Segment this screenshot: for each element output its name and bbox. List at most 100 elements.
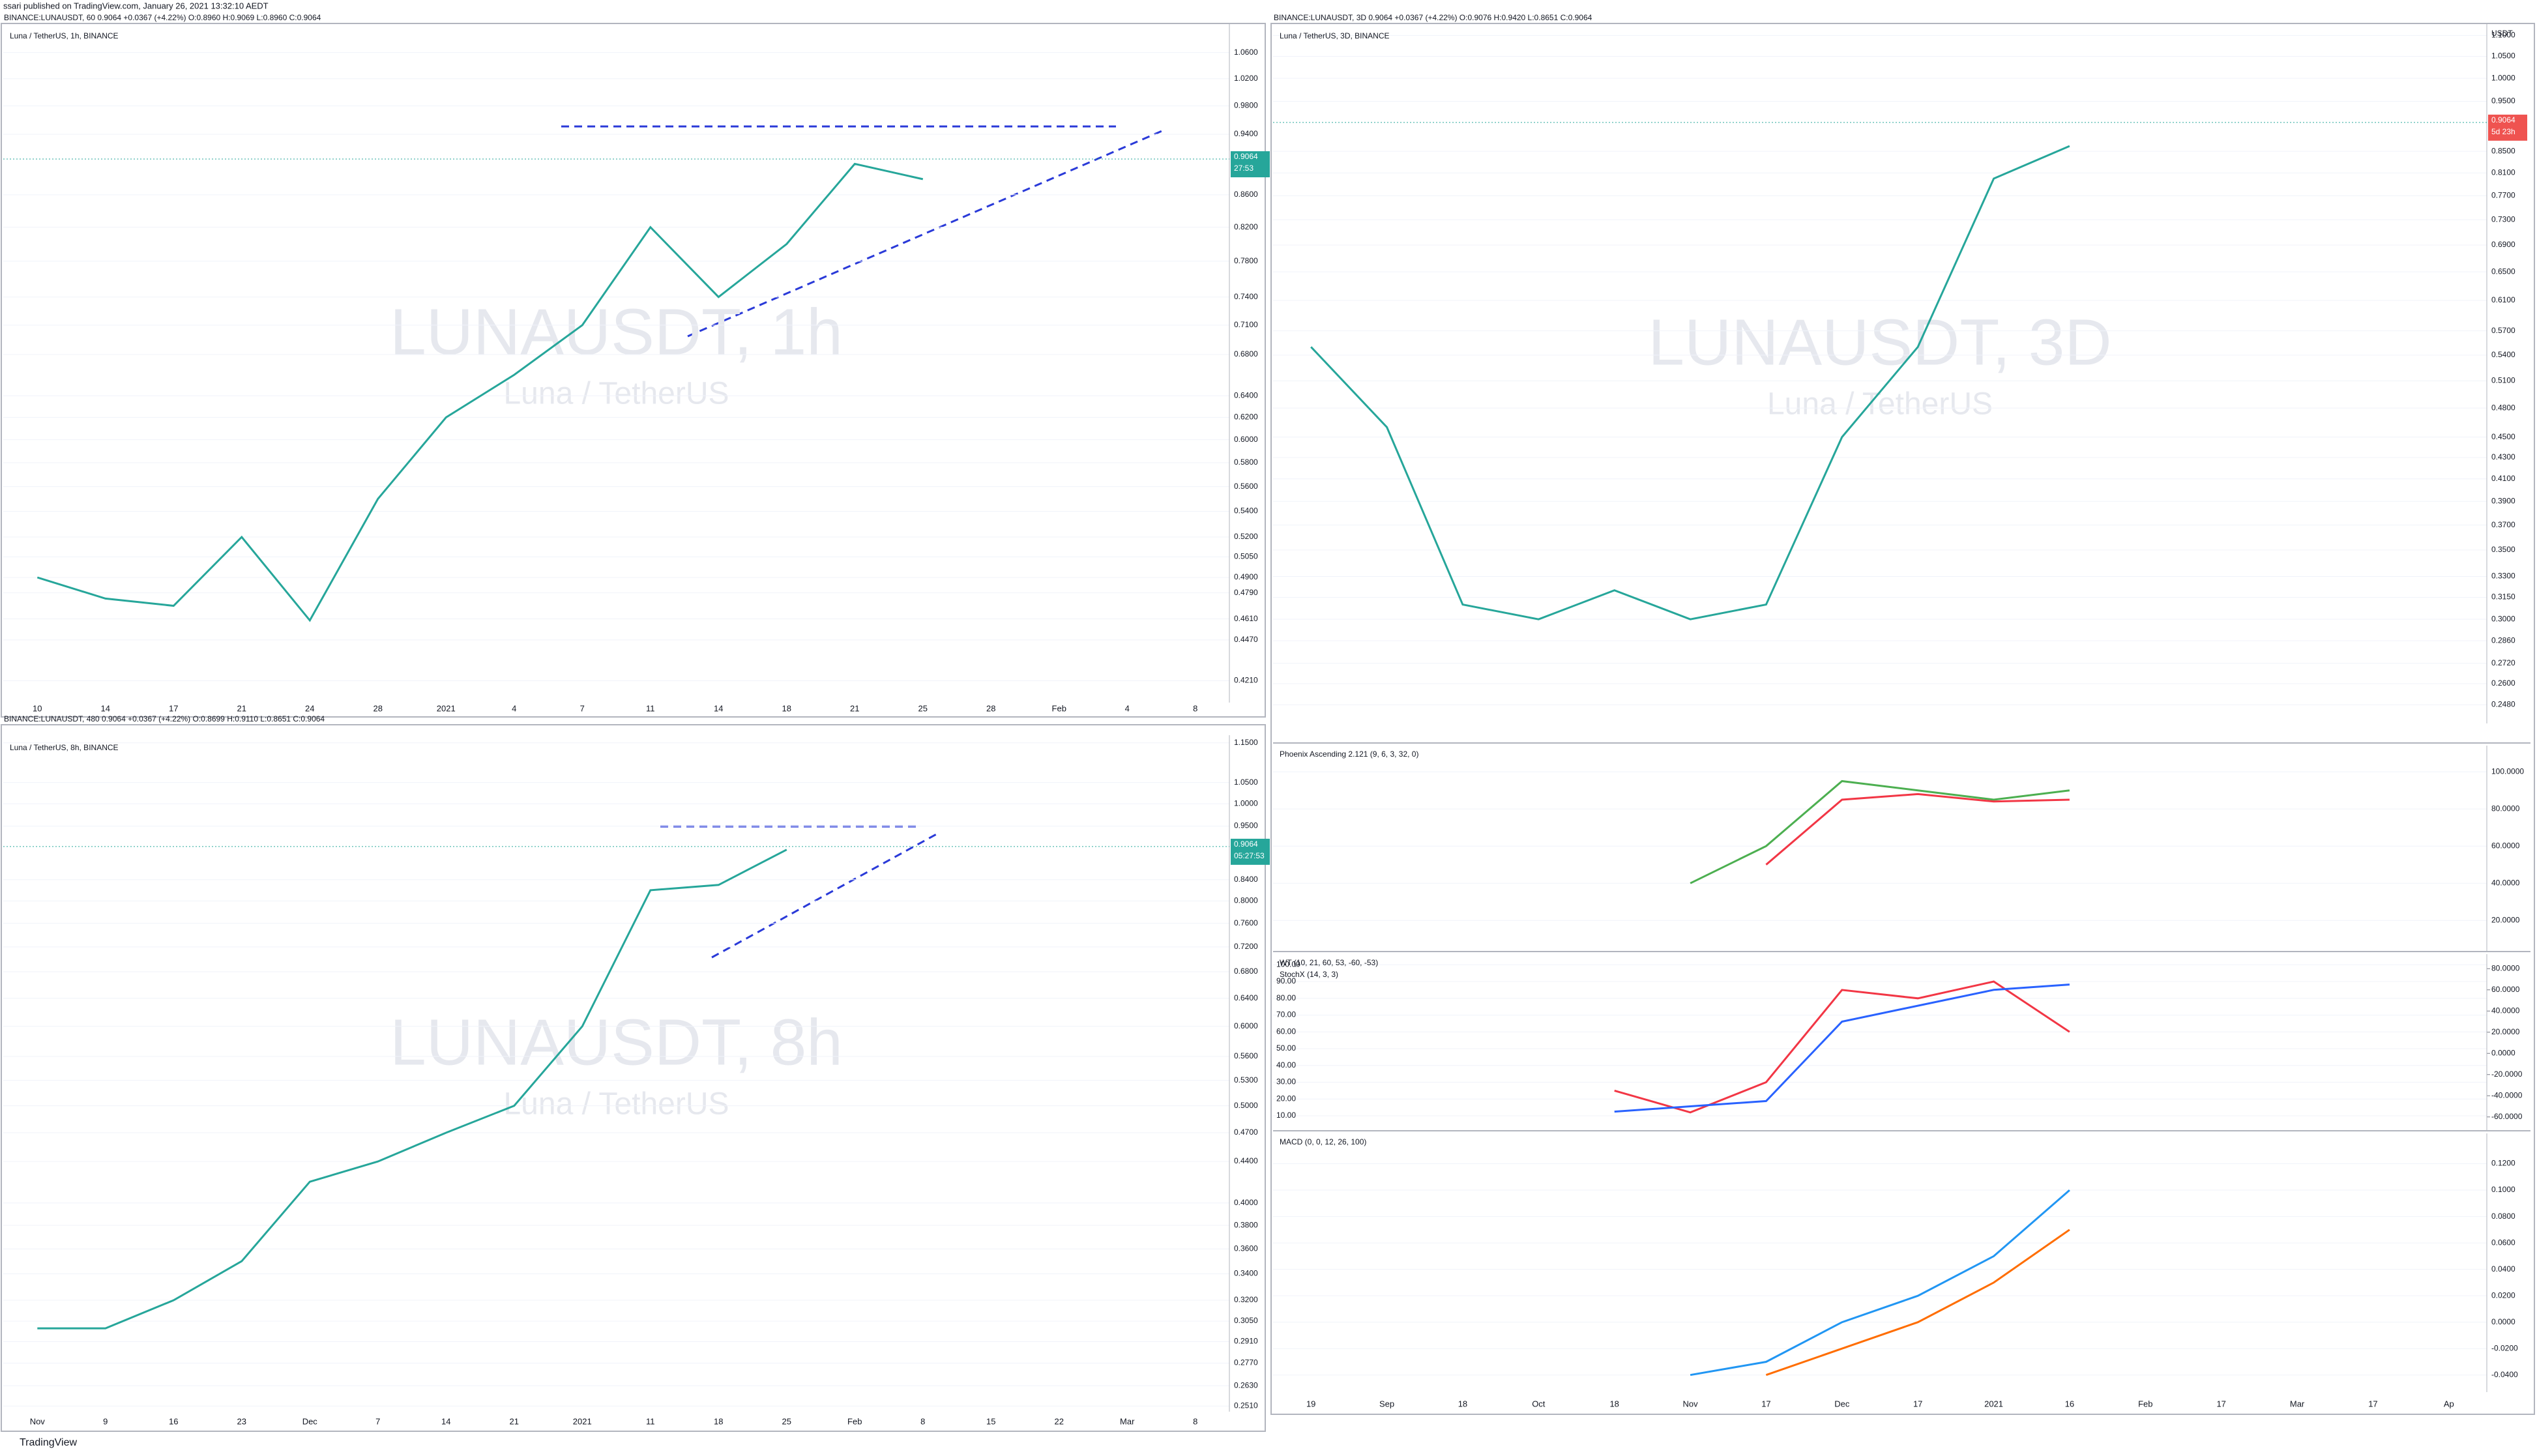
x-tick-label: 10 [33,703,42,713]
y-tick-label: 0.6000 [1234,1021,1258,1030]
price-label-bg [2488,114,2527,141]
y-tick-label: 0.3150 [2491,592,2515,602]
x-tick-label: 18 [714,1416,723,1426]
y-tick-label: 1.0500 [1234,778,1258,787]
x-tick-label: 11 [646,703,655,713]
y-tick-label: 0.2860 [2491,635,2515,645]
y-tick-label: 0.4210 [1234,676,1258,685]
watermark-sub: Luna / TetherUS [503,377,729,411]
y2-tick-label: 80.0000 [2491,963,2520,972]
y-tick-label: 0.8500 [2491,146,2515,155]
y-tick-label: 0.3700 [2491,520,2515,529]
y-tick-label: 0.5600 [1234,1051,1258,1060]
x-tick-label: 22 [1055,1416,1064,1426]
y-tick-label: 0.7300 [2491,214,2515,224]
countdown: 5d 23h [2491,127,2515,136]
y-tick-label: 0.2910 [1234,1337,1258,1346]
y-tick-label: 0.9500 [1234,821,1258,830]
price-label-bg [1231,151,1270,178]
y-tick-label: 0.4610 [1234,614,1258,623]
panel-title: Luna / TetherUS, 8h, BINANCE [10,743,119,752]
y-tick-label: 0.4800 [2491,403,2515,412]
x-tick-label: 11 [646,1416,655,1426]
y-tick-label: 0.2770 [1234,1358,1258,1367]
y-tick-label: 1.0000 [2491,73,2515,82]
y2-tick-label: 0.0000 [2491,1048,2515,1057]
y-tick-label: 0.5050 [1234,552,1258,561]
x-tick-label: 16 [2065,1399,2074,1408]
series-line [1765,793,2070,866]
y-tick-label: 0.3000 [2491,614,2515,623]
series-line [37,162,924,622]
y-tick-label: 0.6900 [2491,240,2515,249]
brand: TradingView [20,1437,77,1448]
x-tick-label: 25 [918,703,928,713]
x-tick-label: 4 [1125,703,1130,713]
price-label-bg [1231,838,1270,865]
y-tick-label: 10.00 [1276,1111,1296,1120]
y-tick-label: 0.0600 [2491,1238,2515,1247]
x-tick-label: 14 [441,1416,450,1426]
x-tick-label: 2021 [1984,1399,2003,1408]
y-tick-label: 0.5800 [1234,458,1258,467]
x-tick-label: Sep [1379,1399,1394,1408]
y-tick-label: 0.6800 [1234,349,1258,358]
countdown: 05:27:53 [1234,851,1265,860]
y2-tick-label: 20.0000 [2491,1027,2520,1036]
axis-unit: USDT [2491,29,2513,38]
watermark-sub: Luna / TetherUS [503,1087,729,1122]
y-tick-label: -0.0400 [2491,1370,2518,1379]
y-tick-label: 0.5700 [2491,326,2515,335]
support-line [687,128,1166,338]
last-price-label: 0.9064 [1234,152,1258,161]
x-tick-label: 8 [1193,703,1197,713]
x-tick-label: 21 [850,703,859,713]
panel-title: MACD (0, 0, 12, 26, 100) [1280,1137,1366,1146]
y-tick-label: 0.6000 [1234,435,1258,444]
watermark: LUNAUSDT, 3D [1648,306,2111,379]
x-tick-label: Feb [847,1416,862,1426]
watermark: LUNAUSDT, 8h [390,1006,843,1079]
panel-title: Luna / TetherUS, 3D, BINANCE [1280,31,1390,40]
y-tick-label: 0.5200 [1234,532,1258,541]
y-tick-label: 80.00 [1276,993,1296,1002]
x-tick-label: 8 [920,1416,925,1426]
series-line [1765,1229,2070,1376]
panel-title: Phoenix Ascending 2.121 (9, 6, 3, 32, 0) [1280,750,1418,759]
y-tick-label: 60.00 [1276,1026,1296,1036]
y-tick-label: 0.5600 [1234,482,1258,491]
y-tick-label: 0.3050 [1234,1316,1258,1325]
y2-tick-label: 60.0000 [2491,985,2520,994]
x-tick-label: 14 [714,703,723,713]
x-tick-label: Nov [1683,1399,1699,1408]
y-tick-label: 0.5100 [2491,376,2515,385]
x-tick-label: Mar [2290,1399,2305,1408]
y-tick-label: 100.00 [1276,959,1300,968]
y-tick-label: 0.5400 [2491,350,2515,359]
x-tick-label: 19 [1306,1399,1315,1408]
y-tick-label: 0.9500 [2491,96,2515,106]
x-tick-label: 8 [1193,1416,1197,1426]
x-tick-label: 28 [374,703,383,713]
y-tick-label: 0.4790 [1234,588,1258,597]
panel-border [1,23,1266,718]
y-tick-label: 0.8200 [1234,222,1258,231]
y-tick-label: 0.1200 [2491,1159,2515,1168]
x-tick-label: 15 [986,1416,995,1426]
panel-border [1,724,1266,1432]
y-tick-label: 0.7100 [1234,320,1258,329]
series-line [1690,1189,2070,1376]
y-tick-label: 0.3300 [2491,572,2515,581]
x-tick-label: 17 [2216,1399,2225,1408]
x-tick-label: 17 [1913,1399,1922,1408]
y-tick-label: 0.9800 [1234,101,1258,110]
last-price-label: 0.9064 [1234,839,1258,849]
y2-tick-label: -20.0000 [2491,1070,2523,1079]
x-tick-label: 17 [1761,1399,1770,1408]
y-tick-label: 0.6800 [1234,967,1258,976]
countdown: 27:53 [1234,164,1254,173]
symbol-line: BINANCE:LUNAUSDT, 60 0.9064 +0.0367 (+4.… [4,13,321,22]
y-tick-label: 0.2480 [2491,700,2515,709]
symbol-line: BINANCE:LUNAUSDT, 3D 0.9064 +0.0367 (+4.… [1274,13,1592,22]
